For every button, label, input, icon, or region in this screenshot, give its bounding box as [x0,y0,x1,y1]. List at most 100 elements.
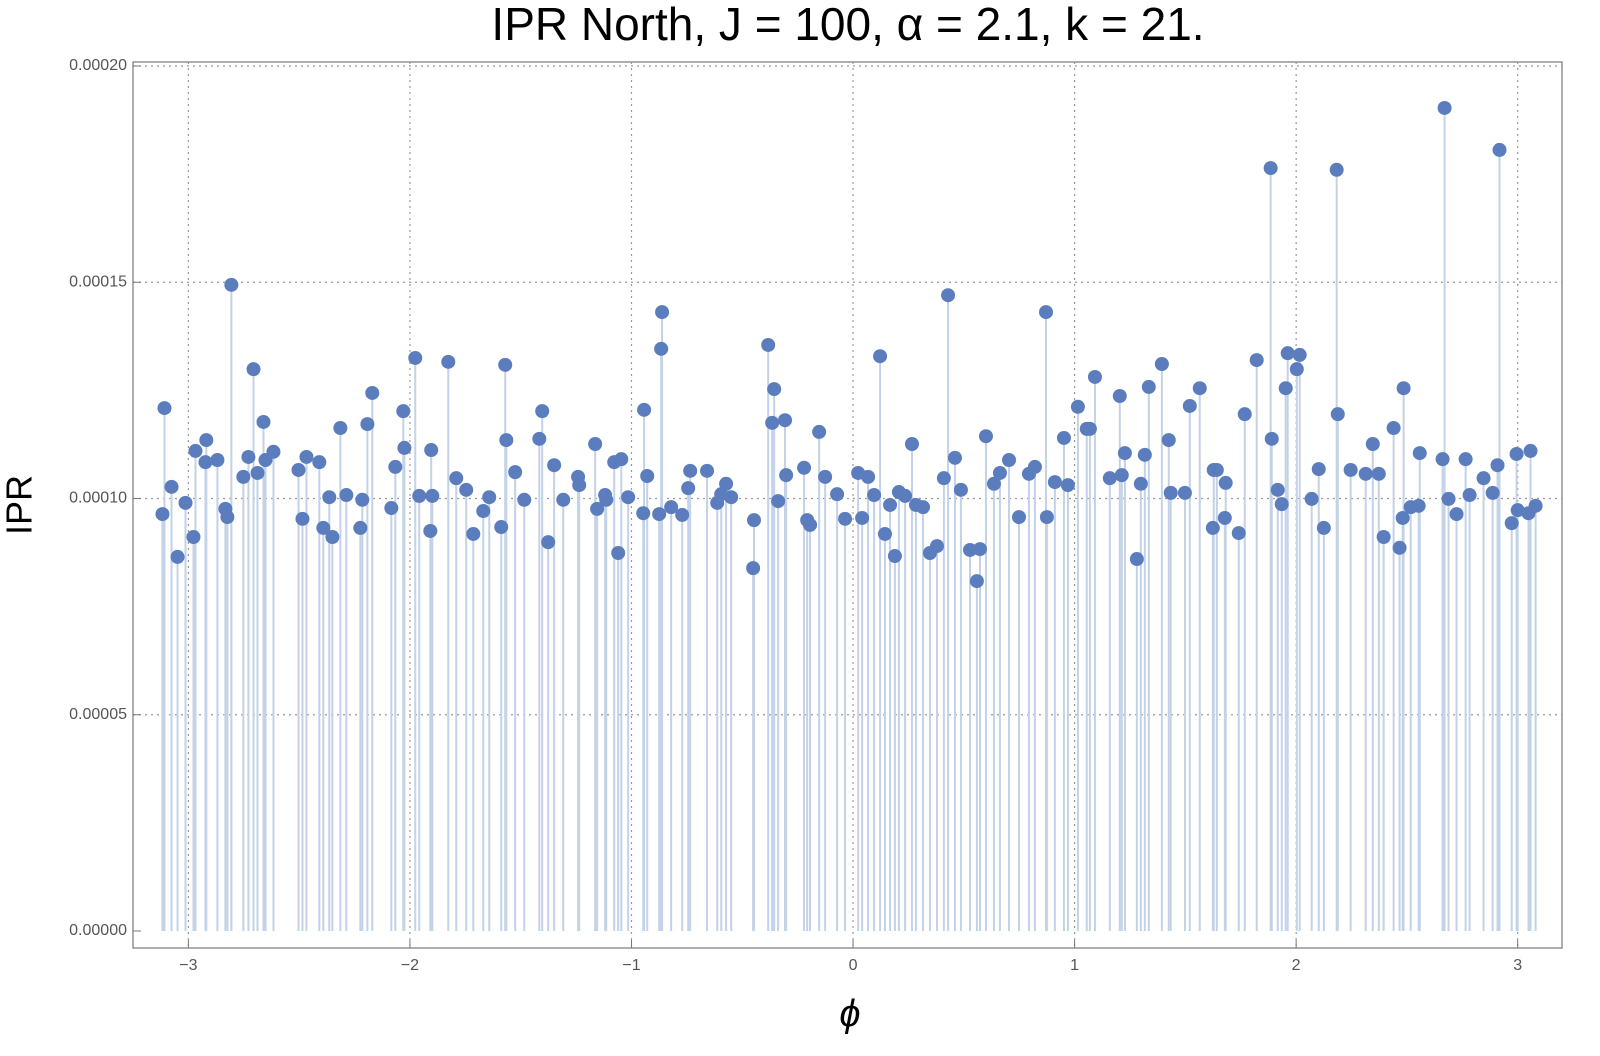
x-tick-label: 1 [1070,957,1079,974]
point [423,523,438,538]
point [1141,379,1156,394]
point [1249,353,1264,368]
point [1263,161,1278,176]
point [855,510,870,525]
point [198,455,213,470]
point [779,468,794,483]
point [353,520,368,535]
point [1392,540,1407,555]
point [1280,346,1295,361]
point [1231,526,1246,541]
x-tick-label: 0 [849,957,858,974]
point [1154,356,1169,371]
point [953,482,968,497]
point [360,417,375,432]
point [1304,491,1319,506]
y-tick-label: 0.00015 [69,273,127,290]
point [1102,471,1117,486]
point [747,513,762,528]
point [830,487,845,502]
point [1161,433,1176,448]
point [883,497,898,512]
point [1365,437,1380,452]
point [365,385,380,400]
point [466,526,481,541]
point [1376,529,1391,544]
point [333,421,348,436]
point [1112,388,1127,403]
point [675,507,690,522]
point [339,488,354,503]
point [664,500,679,515]
point [700,463,715,478]
point [797,460,812,475]
point [246,362,261,377]
point [170,549,185,564]
x-tick-label: −1 [622,957,640,974]
point [535,404,550,419]
point [449,471,464,486]
point [1343,462,1358,477]
x-tick-label: −2 [401,957,419,974]
point [746,561,761,576]
point [355,492,370,507]
point [250,465,265,480]
point [1504,516,1519,531]
point [877,526,892,541]
point [898,488,913,503]
point [547,458,562,473]
chart-title: IPR North, J = 100, α = 2.1, k = 21. [491,0,1204,50]
point [384,501,399,516]
point [771,494,786,509]
point [241,449,256,464]
point [299,449,314,464]
point [611,545,626,560]
point [1396,381,1411,396]
point [1217,510,1232,525]
point [916,500,931,515]
point [636,506,651,521]
x-tick-label: 3 [1513,957,1522,974]
x-tick-label: −3 [179,957,197,974]
y-tick-label: 0.00005 [69,706,127,723]
point [1002,453,1017,468]
point [1289,362,1304,377]
y-tick-label: 0.00020 [69,57,127,74]
point [424,443,439,458]
point [803,517,818,532]
point [861,469,876,484]
point [1163,485,1178,500]
point [236,469,251,484]
point [1070,399,1085,414]
point [312,455,327,470]
point [941,288,956,303]
point [1528,498,1543,513]
point [1329,162,1344,177]
point [1274,497,1289,512]
point [199,433,214,448]
point [1011,510,1026,525]
point [767,382,782,397]
point [295,511,310,526]
point [947,450,962,465]
point [459,482,474,497]
point [1192,381,1207,396]
point [266,444,281,459]
point [1476,471,1491,486]
point [494,520,509,535]
point [992,465,1007,480]
y-tick-label: 0.00010 [69,490,127,507]
point [220,510,235,525]
point [517,492,532,507]
point [681,481,696,496]
point [652,507,667,522]
point [1412,446,1427,461]
point [1509,446,1524,461]
point [778,413,793,428]
x-tick-label: 2 [1292,957,1301,974]
point [1264,431,1279,446]
point [1278,381,1293,396]
point [637,402,652,417]
point [1129,552,1144,567]
point [1485,485,1500,500]
